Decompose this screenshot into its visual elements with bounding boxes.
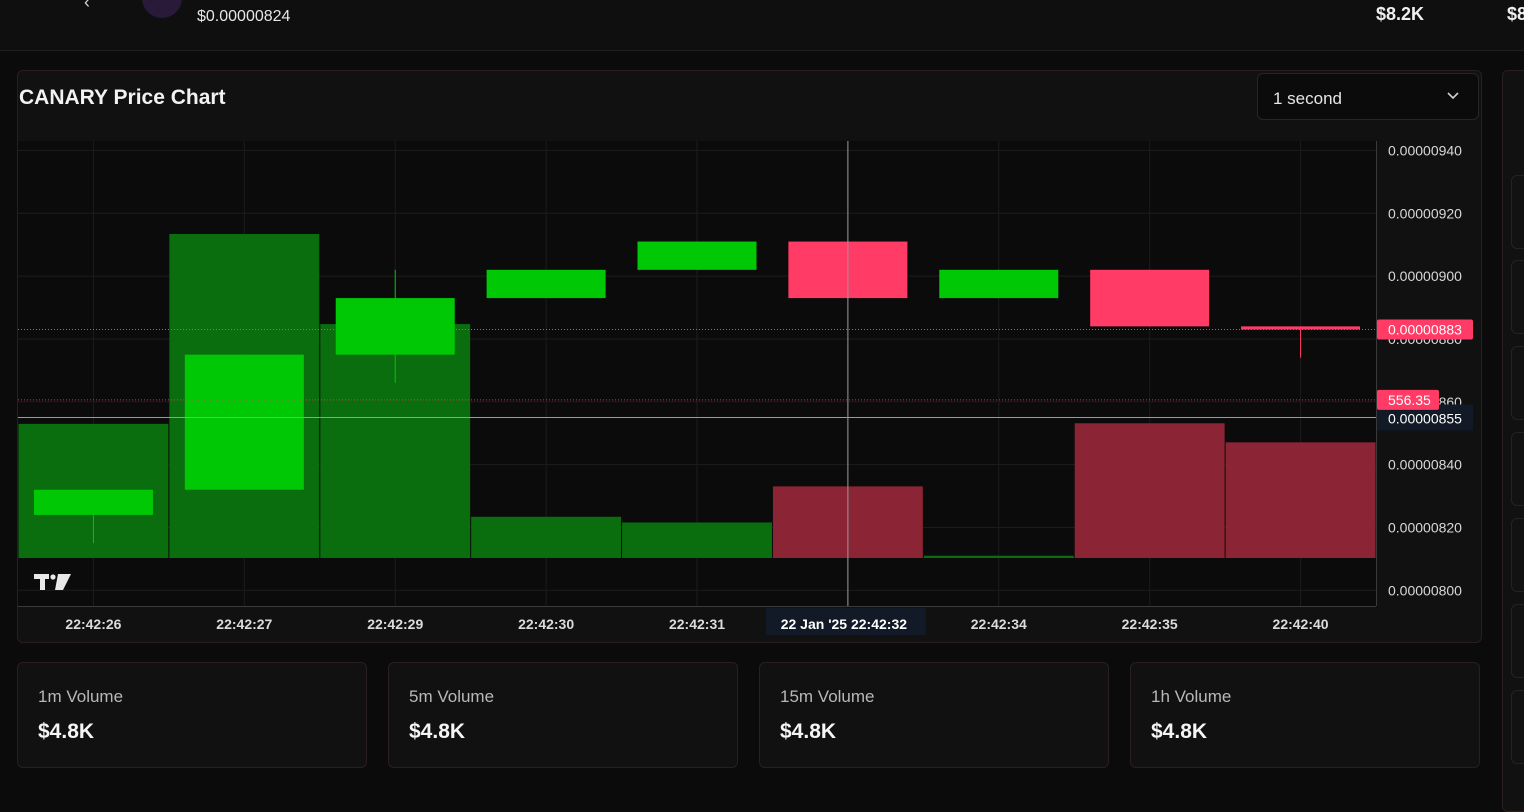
last-price-label: 0.00000883 — [1388, 322, 1462, 338]
volume-card-1m: 1m Volume $4.8K — [17, 662, 367, 768]
interval-selected-label: 1 second — [1273, 89, 1342, 108]
last-price-label-bg — [1377, 319, 1473, 340]
time-tick-label: 22:42:34 — [971, 616, 1027, 632]
sidebar-card[interactable] — [1511, 432, 1524, 506]
volume-card-label: 15m Volume — [780, 687, 875, 706]
volume-bar — [1225, 442, 1376, 558]
last-volume-label: 556.35 — [1388, 392, 1431, 408]
candle-body — [1241, 326, 1361, 330]
volume-bar — [622, 522, 772, 558]
candle-body — [1090, 269, 1210, 327]
crosshair-price-label: 0.00000855 — [1388, 410, 1462, 426]
volume-card-1h: 1h Volume $4.8K — [1130, 662, 1480, 768]
volume-card-15m: 15m Volume $4.8K — [759, 662, 1109, 768]
crosshair-time-label: 22 Jan '25 22:42:32 — [781, 616, 908, 632]
volume-card-label: 5m Volume — [409, 687, 495, 706]
price-tick-label: 0.00000820 — [1388, 519, 1462, 535]
candle-body — [33, 489, 153, 515]
volume-card-5m: 5m Volume $4.8K — [388, 662, 738, 768]
time-tick-label: 22:42:35 — [1122, 616, 1178, 632]
volume-bar — [1074, 423, 1225, 558]
candle-body — [486, 269, 606, 299]
time-tick-label: 22:42:30 — [518, 616, 574, 632]
volume-bar — [471, 516, 622, 558]
crosshair-time-label-bg — [765, 608, 926, 635]
top-bar: ‹ $0.00000824 $8.2K $8 — [0, 0, 1524, 51]
sidebar-card[interactable] — [1511, 346, 1524, 420]
sidebar-card[interactable] — [1511, 518, 1524, 592]
price-tick-label: 0.00000840 — [1388, 457, 1462, 473]
candle-body — [184, 354, 304, 490]
sidebar-card[interactable] — [1511, 690, 1524, 764]
header-stat-market-cap: $8.2K — [1376, 4, 1425, 24]
volume-card-label: 1m Volume — [38, 687, 124, 706]
price-tick-label: 0.00000920 — [1388, 205, 1462, 221]
chart-title: CANARY Price Chart — [19, 86, 226, 109]
volume-card-value: $4.8K — [780, 720, 837, 743]
time-tick-label: 22:42:27 — [216, 616, 272, 632]
time-tick-label: 22:42:40 — [1273, 616, 1329, 632]
volume-card-value: $4.8K — [38, 720, 95, 743]
candle-body — [939, 269, 1059, 299]
header-stat-truncated: $8 — [1507, 4, 1524, 24]
token-price: $0.00000824 — [197, 8, 291, 25]
volume-card-value: $4.8K — [1151, 720, 1208, 743]
chevron-left-icon[interactable]: ‹ — [84, 0, 90, 12]
price-tick-label: 0.00000900 — [1388, 268, 1462, 284]
sidebar-card[interactable] — [1511, 175, 1524, 249]
last-volume-label-bg — [1377, 389, 1439, 410]
tradingview-logo[interactable] — [34, 574, 71, 590]
time-tick-label: 22:42:26 — [65, 616, 121, 632]
sidebar-card[interactable] — [1511, 604, 1524, 678]
volume-bar — [923, 555, 1074, 558]
volume-card-label: 1h Volume — [1151, 687, 1232, 706]
price-tick-label: 0.00000940 — [1388, 142, 1462, 158]
interval-select[interactable]: 1 second — [1257, 73, 1479, 120]
token-avatar — [142, 0, 182, 18]
time-tick-label: 22:42:29 — [367, 616, 423, 632]
candle-body — [637, 241, 757, 270]
price-tick-label: 0.00000800 — [1388, 582, 1462, 598]
volume-card-value: $4.8K — [409, 720, 466, 743]
sidebar-card[interactable] — [1511, 260, 1524, 334]
candle-body — [335, 298, 455, 355]
time-tick-label: 22:42:31 — [669, 616, 725, 632]
chevron-down-icon — [1447, 92, 1459, 100]
